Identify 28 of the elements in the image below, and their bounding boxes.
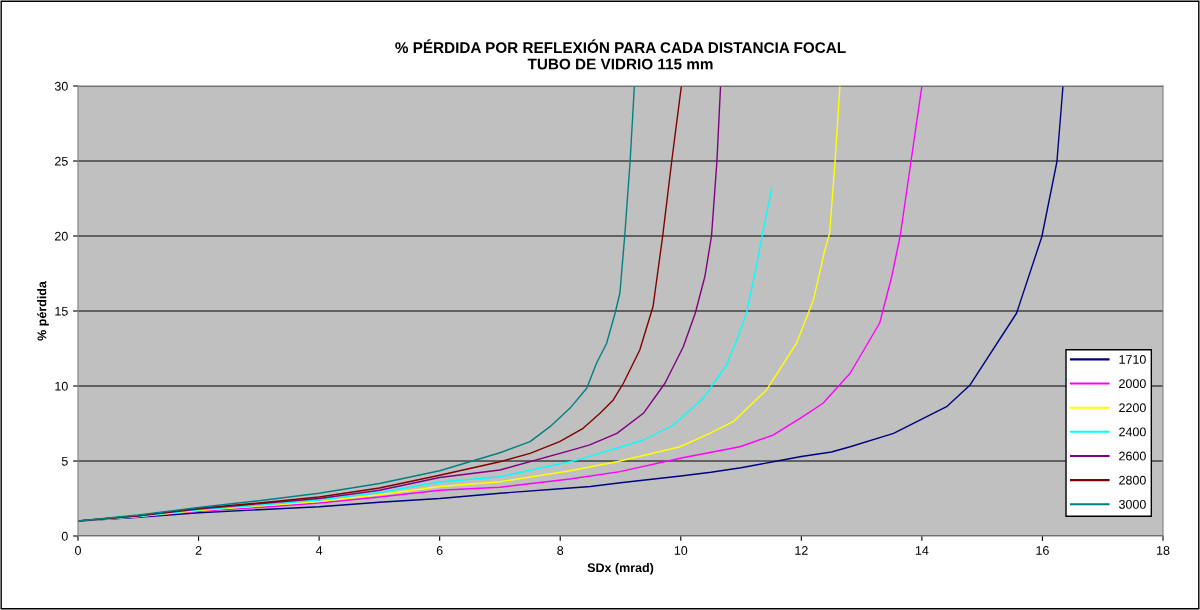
legend-label: 3000 [1119, 499, 1146, 509]
legend-label: 2200 [1119, 403, 1146, 413]
legend-label: 2600 [1119, 451, 1146, 461]
x-tick-label: 4 [315, 546, 323, 555]
legend-label: 2000 [1119, 379, 1146, 389]
y-tick-label: 0 [61, 531, 68, 541]
y-tick-label: 10 [55, 381, 68, 391]
y-tick-label: 25 [55, 156, 68, 166]
x-axis-title: SDx (mrad) [587, 562, 654, 575]
line-series [78, 187, 773, 522]
x-tick-label: 6 [436, 546, 443, 555]
x-tick-label: 16 [1036, 546, 1049, 555]
x-tick-label: 18 [1157, 546, 1170, 555]
y-tick-label: 20 [55, 231, 68, 241]
chart-title: % PÉRDIDA POR REFLEXIÓN PARA CADA DISTANCIA FOCAL TUBO DE VIDRIO 115 mm [395, 39, 846, 70]
y-tick-label: 5 [61, 456, 68, 466]
legend-label: 2400 [1119, 427, 1146, 437]
x-tick-label: 8 [557, 546, 564, 555]
x-tick-label: 2 [195, 546, 202, 555]
x-tick-label: 12 [795, 546, 808, 555]
y-tick-label: 30 [54, 81, 68, 91]
y-axis-title: % pérdida [37, 281, 49, 341]
legend-label: 2800 [1119, 475, 1146, 485]
legend-label: 1710 [1119, 355, 1146, 364]
x-tick-label: 10 [674, 546, 688, 555]
x-tick-label: 14 [915, 546, 929, 555]
x-tick-label: 0 [75, 546, 81, 555]
y-tick-label: 15 [55, 306, 68, 316]
